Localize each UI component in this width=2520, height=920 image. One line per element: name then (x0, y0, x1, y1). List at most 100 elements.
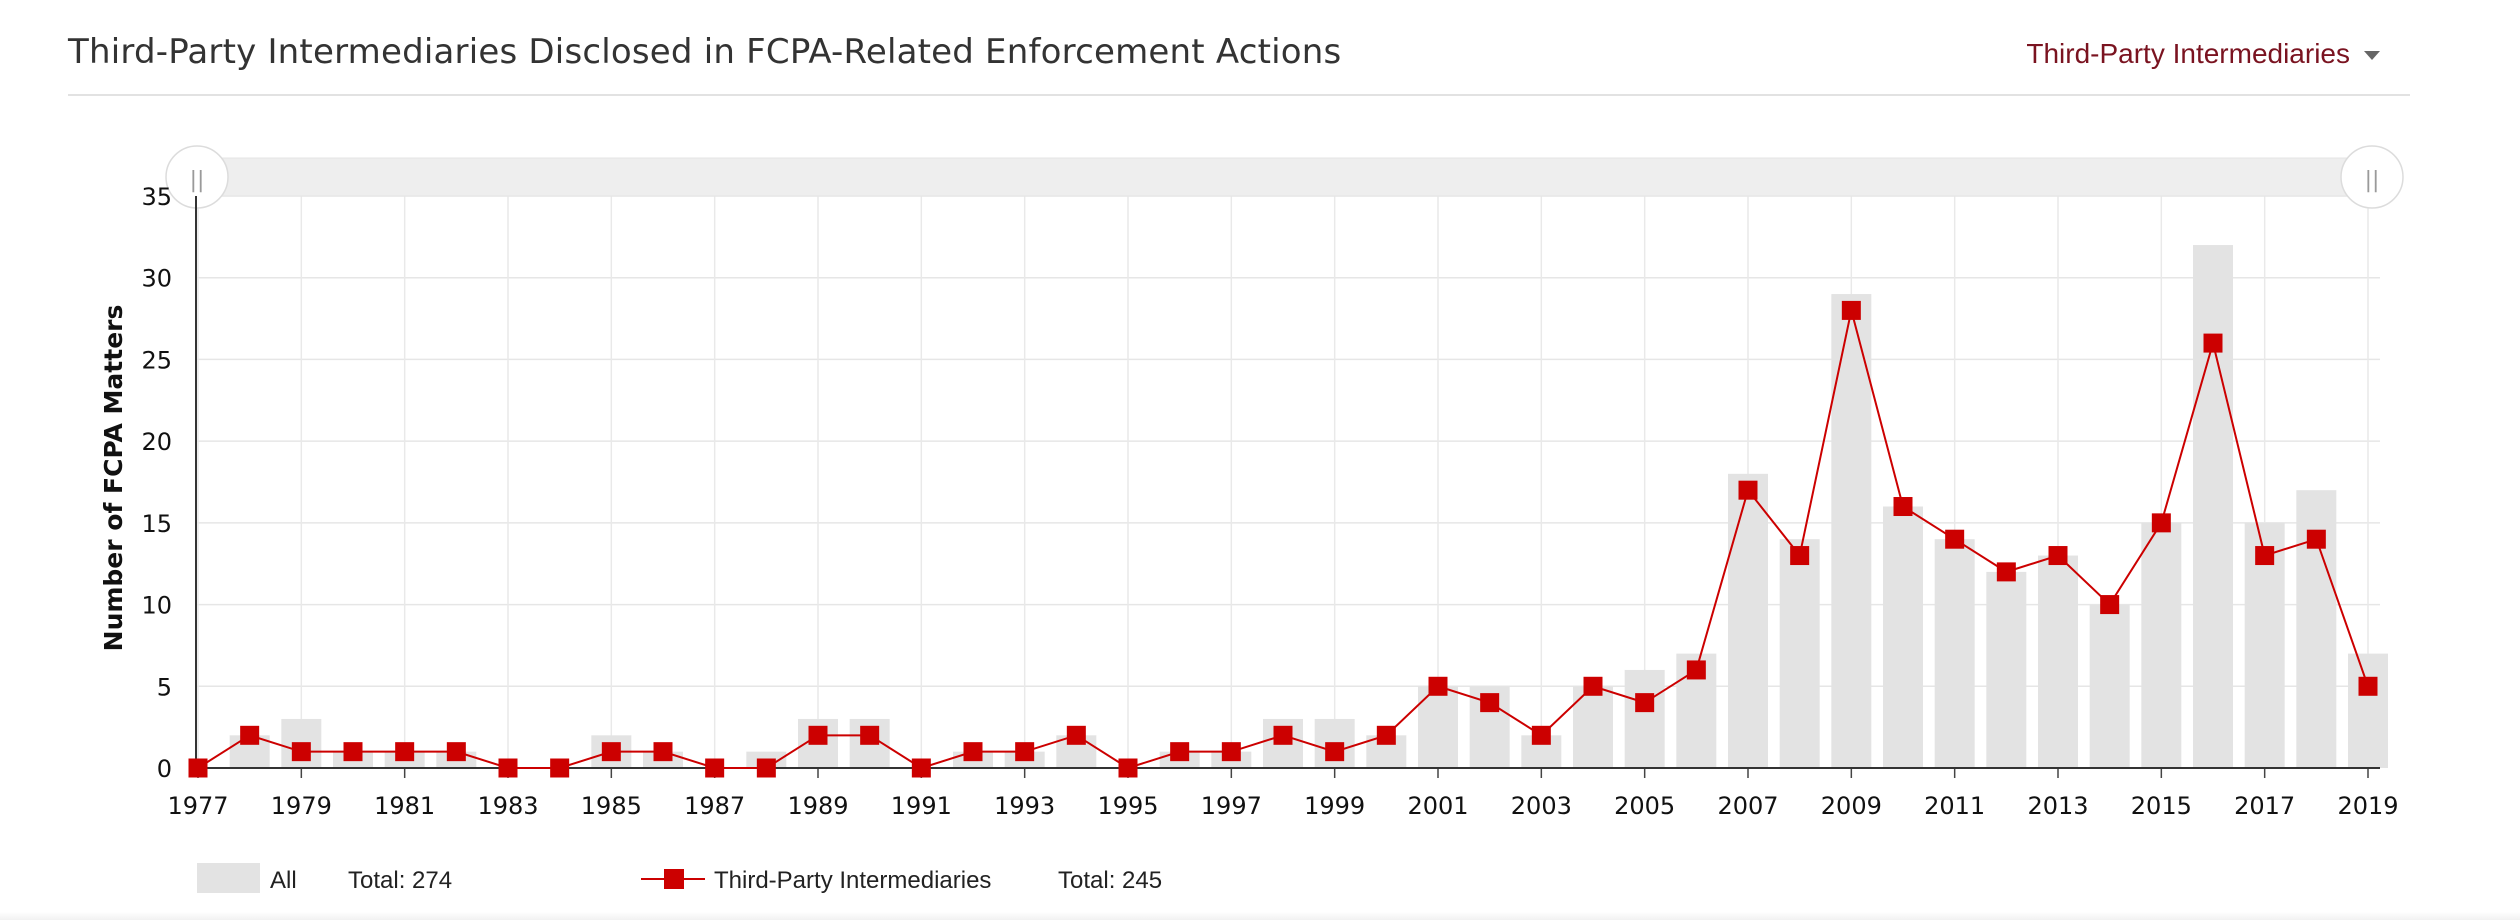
x-tick-label: 1977 (167, 792, 228, 820)
point-third-party-2014[interactable] (2100, 595, 2120, 615)
point-third-party-1987[interactable] (705, 758, 725, 778)
point-third-party-1981[interactable] (395, 742, 415, 762)
bar-all-2014[interactable] (2089, 604, 2130, 768)
range-handle-right-grip: || (2365, 168, 2380, 193)
point-third-party-2017[interactable] (2255, 546, 2275, 566)
point-third-party-1978[interactable] (240, 725, 260, 745)
point-third-party-2008[interactable] (1790, 546, 1810, 566)
x-tick-label: 2011 (1924, 792, 1985, 820)
x-tick-label: 2015 (2131, 792, 2192, 820)
point-third-party-1992[interactable] (963, 742, 983, 762)
legend-total-all: Total: 274 (348, 867, 452, 894)
point-third-party-2004[interactable] (1583, 676, 1603, 696)
range-handle-right[interactable]: || (2340, 145, 2404, 209)
point-third-party-2016[interactable] (2203, 333, 2223, 353)
y-tick-label: 35 (141, 183, 172, 211)
y-tick-label: 5 (157, 673, 172, 701)
point-third-party-1998[interactable] (1273, 725, 1293, 745)
point-third-party-2006[interactable] (1686, 660, 1706, 680)
chart-legend: All Total: 274 Third-Party Intermediarie… (197, 863, 1162, 894)
caret-down-icon (2364, 50, 2380, 60)
legend-total-third-party: Total: 245 (1058, 867, 1162, 894)
point-third-party-1995[interactable] (1118, 758, 1138, 778)
point-third-party-1982[interactable] (446, 742, 466, 762)
point-third-party-2003[interactable] (1531, 725, 1551, 745)
point-third-party-1997[interactable] (1221, 742, 1241, 762)
point-third-party-1983[interactable] (498, 758, 518, 778)
bar-series-all (229, 245, 2388, 768)
range-navigator[interactable]: || || (165, 145, 2404, 209)
bar-all-2015[interactable] (2141, 522, 2182, 768)
bar-all-2010[interactable] (1883, 506, 1923, 768)
point-third-party-1993[interactable] (1015, 742, 1035, 762)
point-third-party-1990[interactable] (860, 725, 880, 745)
legend-item-third-party[interactable]: Third-Party Intermediaries Total: 245 (641, 867, 1162, 894)
point-third-party-1977[interactable] (188, 758, 208, 778)
x-tick-label: 1991 (891, 792, 952, 820)
point-third-party-2005[interactable] (1635, 693, 1655, 713)
x-tick-label: 2009 (1821, 792, 1882, 820)
x-tick-label: 1997 (1201, 792, 1262, 820)
x-tick-label: 2017 (2234, 792, 2295, 820)
series-filter-label: Third-Party Intermediaries (2026, 38, 2350, 69)
legend-item-all[interactable]: All Total: 274 (197, 863, 452, 894)
x-tick-label: 1987 (684, 792, 745, 820)
bar-all-2016[interactable] (2193, 245, 2233, 768)
bar-all-2013[interactable] (2038, 555, 2078, 768)
y-axis-title: Number of FCPA Matters (99, 305, 128, 652)
point-third-party-2018[interactable] (2306, 529, 2326, 549)
bar-all-2012[interactable] (1986, 571, 2027, 768)
y-tick-label: 0 (157, 755, 172, 783)
point-third-party-1989[interactable] (808, 725, 828, 745)
x-tick-label: 1983 (477, 792, 538, 820)
x-tick-label: 2005 (1614, 792, 1675, 820)
chart-axes: 0 5 10 15 20 25 30 35 1977 1979 1981 1983 1985 1987 19… (141, 183, 2398, 820)
x-tick-label: 1995 (1097, 792, 1158, 820)
x-tick-label: 2019 (2337, 792, 2398, 820)
point-third-party-2000[interactable] (1376, 725, 1396, 745)
y-tick-label: 30 (141, 265, 172, 293)
point-third-party-1991[interactable] (911, 758, 931, 778)
point-third-party-1980[interactable] (343, 742, 363, 762)
point-third-party-1984[interactable] (550, 758, 570, 778)
y-tick-label: 25 (141, 346, 172, 374)
x-tick-label: 2003 (1511, 792, 1572, 820)
bar-all-2007[interactable] (1728, 473, 1768, 768)
point-third-party-1994[interactable] (1066, 725, 1086, 745)
point-third-party-2013[interactable] (2048, 546, 2068, 566)
bar-all-2008[interactable] (1779, 539, 1820, 768)
point-third-party-2002[interactable] (1480, 693, 1500, 713)
point-third-party-1979[interactable] (291, 742, 311, 762)
page-title: Third-Party Intermediaries Disclosed in … (68, 32, 1342, 72)
x-tick-label: 1981 (374, 792, 435, 820)
page-bottom-edge (0, 912, 2520, 920)
point-third-party-1988[interactable] (756, 758, 776, 778)
point-third-party-2009[interactable] (1841, 300, 1861, 320)
line-series-third-party (188, 300, 2378, 778)
bar-all-2011[interactable] (1934, 539, 1975, 768)
series-filter-dropdown[interactable]: Third-Party Intermediaries (2026, 38, 2380, 70)
point-third-party-2015[interactable] (2151, 513, 2171, 533)
point-third-party-1999[interactable] (1325, 742, 1345, 762)
x-tick-label: 1993 (994, 792, 1055, 820)
point-third-party-2010[interactable] (1893, 497, 1913, 517)
bar-all-2019[interactable] (2348, 653, 2388, 768)
range-navigator-track[interactable] (177, 157, 2379, 197)
range-handle-left[interactable]: || (165, 145, 229, 209)
point-third-party-1985[interactable] (601, 742, 621, 762)
y-tick-label: 20 (141, 428, 172, 456)
point-third-party-2011[interactable] (1945, 529, 1965, 549)
header-divider (68, 94, 2410, 96)
legend-marker-third-party (664, 869, 684, 889)
bar-all-2005[interactable] (1624, 669, 1665, 768)
point-third-party-2019[interactable] (2358, 676, 2378, 696)
legend-label-all: All (270, 867, 297, 894)
point-third-party-2007[interactable] (1738, 480, 1758, 500)
x-tick-label: 2013 (2027, 792, 2088, 820)
point-third-party-2001[interactable] (1428, 676, 1448, 696)
x-tick-label: 1999 (1304, 792, 1365, 820)
point-third-party-2012[interactable] (1996, 562, 2016, 582)
point-third-party-1986[interactable] (653, 742, 673, 762)
point-third-party-1996[interactable] (1170, 742, 1190, 762)
